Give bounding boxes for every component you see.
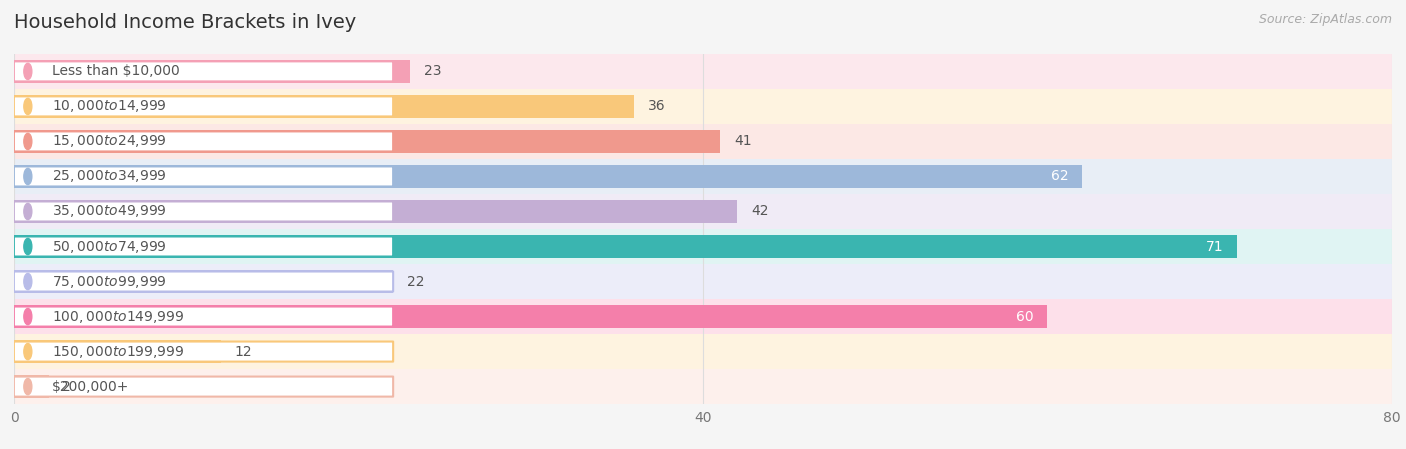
Bar xyxy=(14,54,1392,89)
Bar xyxy=(14,200,738,223)
Bar xyxy=(14,270,394,293)
Text: 60: 60 xyxy=(1017,309,1033,324)
Circle shape xyxy=(24,308,32,325)
Circle shape xyxy=(24,98,32,114)
Text: 41: 41 xyxy=(734,134,752,149)
Bar xyxy=(14,229,1392,264)
Bar xyxy=(14,375,48,398)
Circle shape xyxy=(24,63,32,79)
Text: 22: 22 xyxy=(406,274,425,289)
Text: $25,000 to $34,999: $25,000 to $34,999 xyxy=(52,168,167,185)
FancyBboxPatch shape xyxy=(14,307,394,326)
Text: 2: 2 xyxy=(62,379,72,394)
Text: Less than $10,000: Less than $10,000 xyxy=(52,64,180,79)
Text: $75,000 to $99,999: $75,000 to $99,999 xyxy=(52,273,167,290)
FancyBboxPatch shape xyxy=(14,167,394,186)
Circle shape xyxy=(24,238,32,255)
Text: $100,000 to $149,999: $100,000 to $149,999 xyxy=(52,308,184,325)
Bar xyxy=(14,305,1047,328)
Circle shape xyxy=(24,379,32,395)
FancyBboxPatch shape xyxy=(14,342,394,361)
Bar xyxy=(14,95,634,118)
Bar xyxy=(14,369,1392,404)
Bar xyxy=(14,89,1392,124)
Bar xyxy=(14,235,1237,258)
Bar xyxy=(14,299,1392,334)
Text: $10,000 to $14,999: $10,000 to $14,999 xyxy=(52,98,167,114)
Circle shape xyxy=(24,273,32,290)
Bar xyxy=(14,165,1083,188)
Text: 36: 36 xyxy=(648,99,665,114)
Text: $200,000+: $200,000+ xyxy=(52,379,129,394)
Bar xyxy=(14,60,411,83)
Text: 23: 23 xyxy=(425,64,441,79)
Bar xyxy=(14,159,1392,194)
FancyBboxPatch shape xyxy=(14,272,394,291)
Text: 12: 12 xyxy=(235,344,252,359)
Text: Household Income Brackets in Ivey: Household Income Brackets in Ivey xyxy=(14,13,356,32)
Text: $15,000 to $24,999: $15,000 to $24,999 xyxy=(52,133,167,150)
Bar xyxy=(14,130,720,153)
Bar xyxy=(14,124,1392,159)
Text: 42: 42 xyxy=(751,204,769,219)
Bar xyxy=(14,334,1392,369)
FancyBboxPatch shape xyxy=(14,377,394,396)
FancyBboxPatch shape xyxy=(14,237,394,256)
Circle shape xyxy=(24,203,32,220)
Bar xyxy=(14,340,221,363)
FancyBboxPatch shape xyxy=(14,97,394,116)
Text: $35,000 to $49,999: $35,000 to $49,999 xyxy=(52,203,167,220)
Text: 62: 62 xyxy=(1050,169,1069,184)
Text: 71: 71 xyxy=(1205,239,1223,254)
Circle shape xyxy=(24,168,32,185)
FancyBboxPatch shape xyxy=(14,202,394,221)
FancyBboxPatch shape xyxy=(14,62,394,81)
Text: Source: ZipAtlas.com: Source: ZipAtlas.com xyxy=(1258,13,1392,26)
Text: $150,000 to $199,999: $150,000 to $199,999 xyxy=(52,343,184,360)
Bar xyxy=(14,194,1392,229)
Circle shape xyxy=(24,343,32,360)
Bar xyxy=(14,264,1392,299)
Circle shape xyxy=(24,133,32,150)
FancyBboxPatch shape xyxy=(14,132,394,151)
Text: $50,000 to $74,999: $50,000 to $74,999 xyxy=(52,238,167,255)
